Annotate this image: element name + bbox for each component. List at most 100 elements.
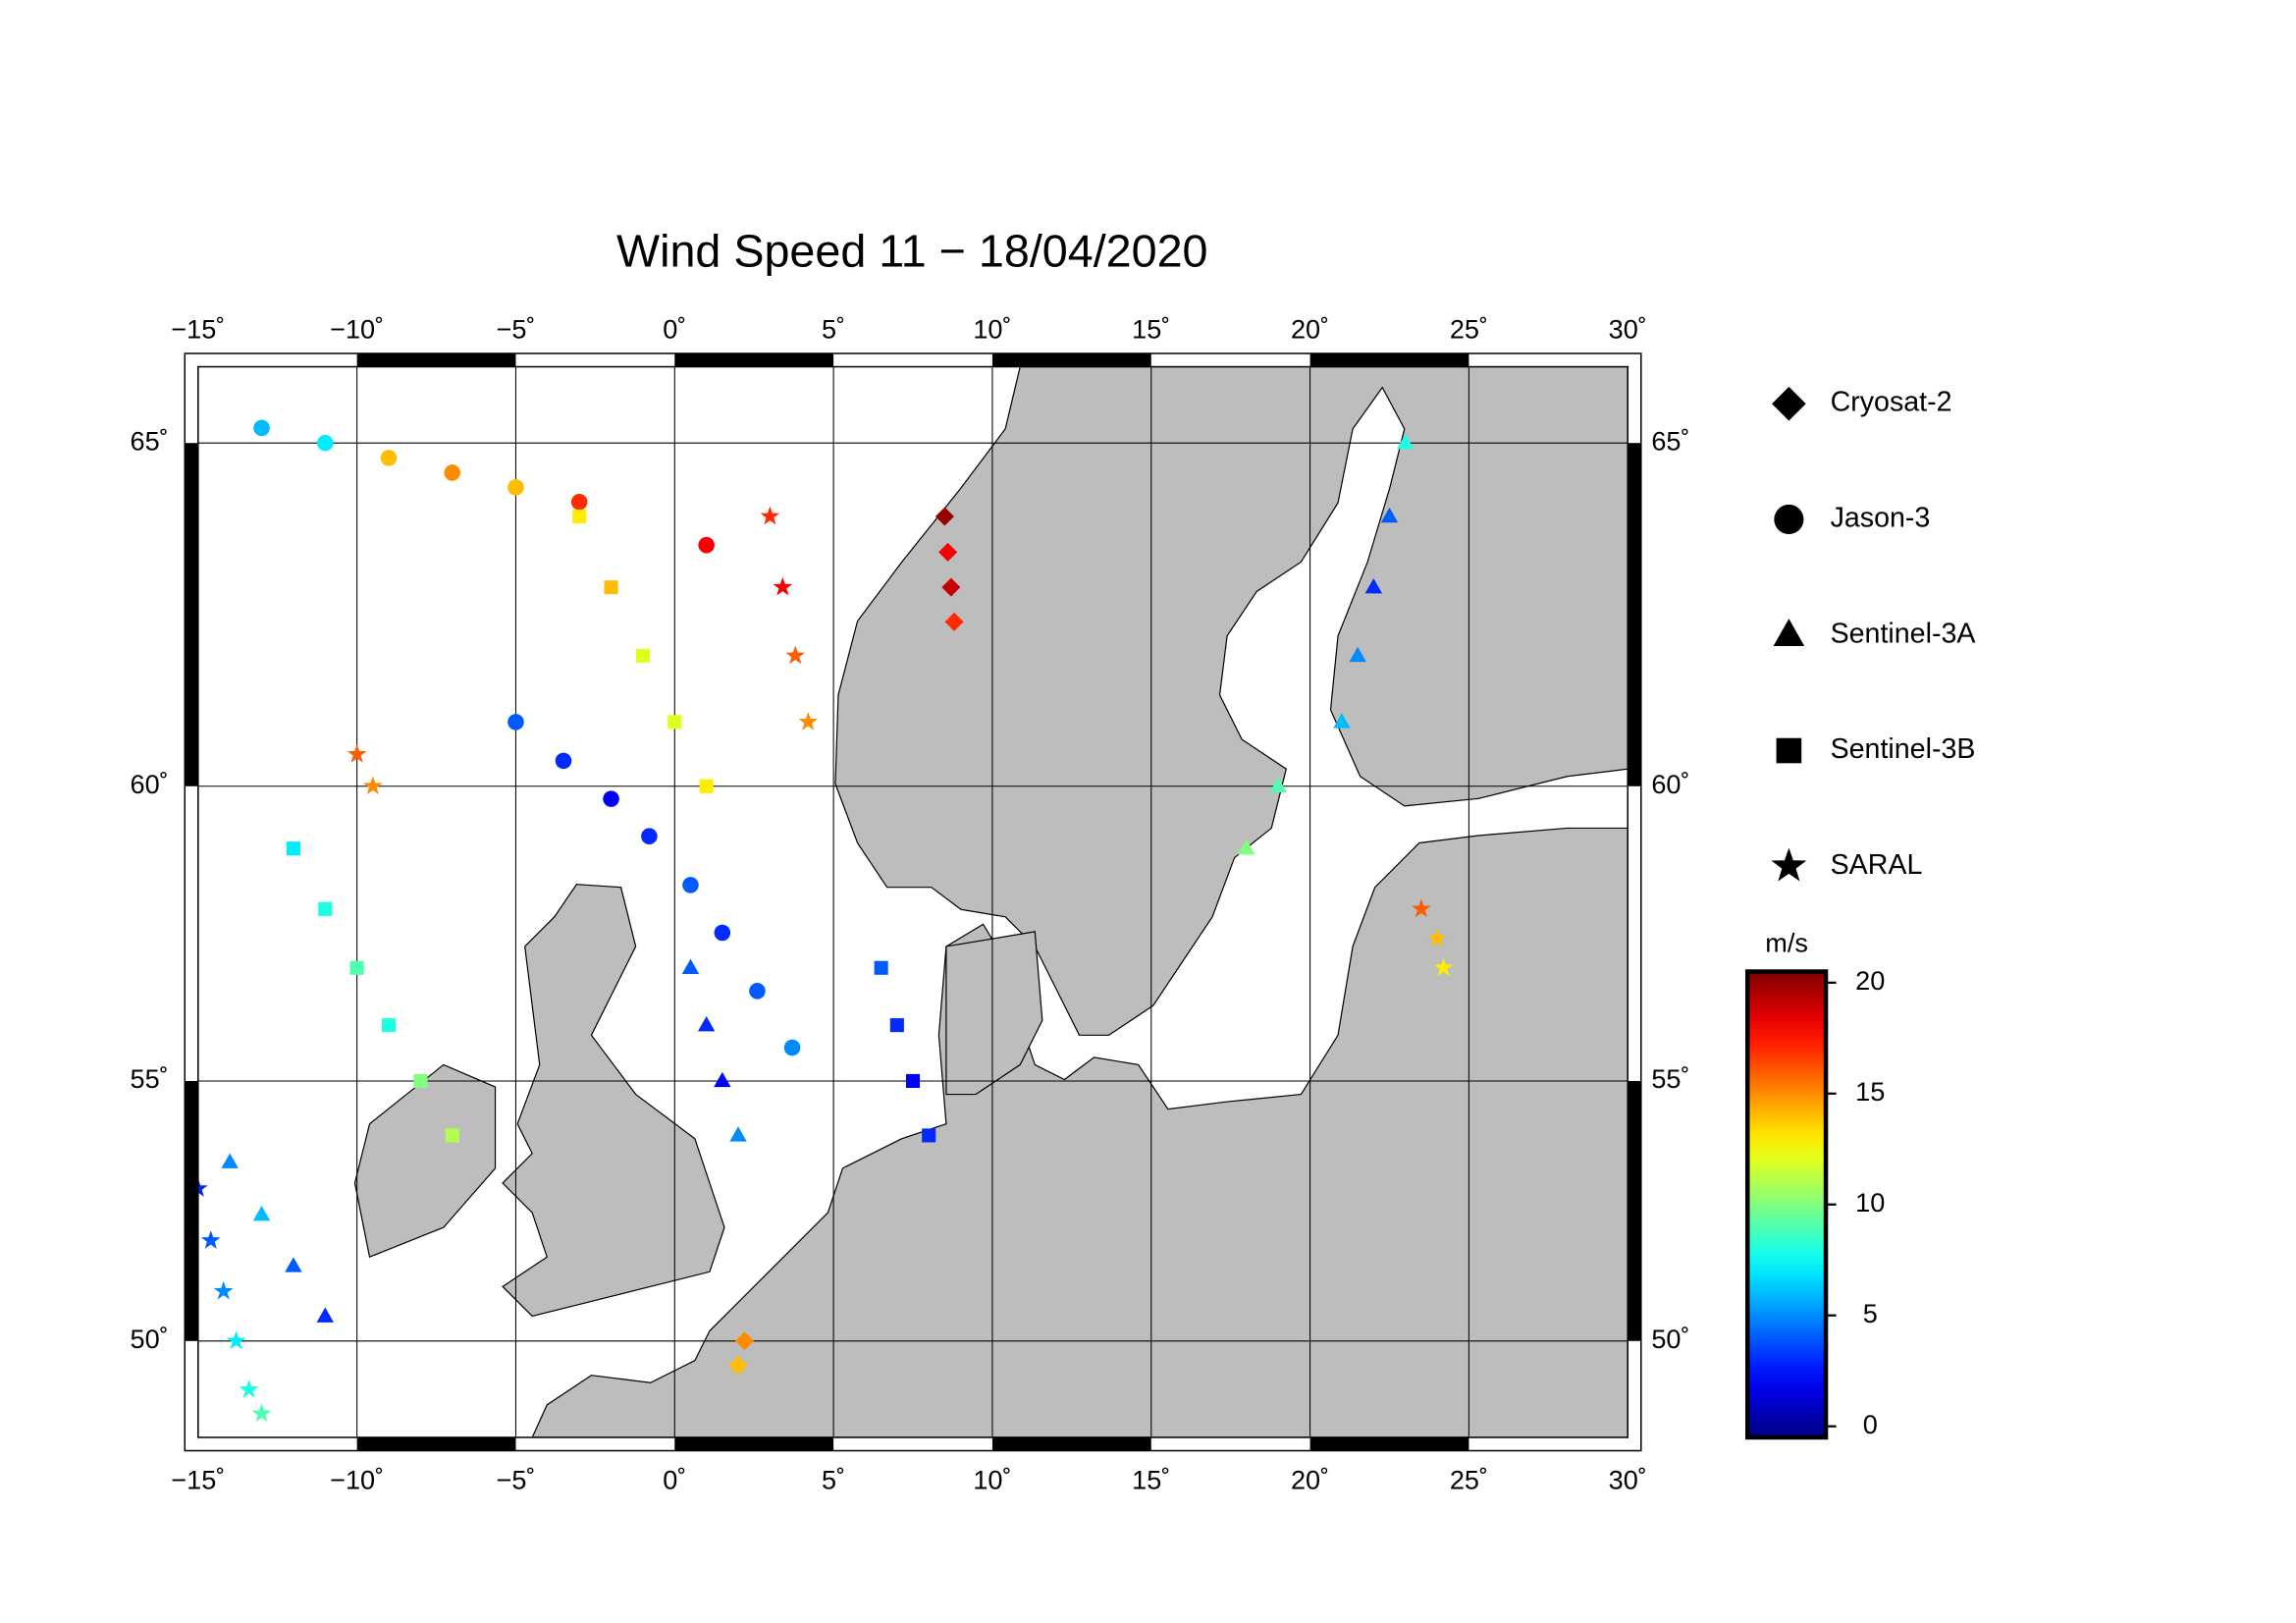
marker-circle	[714, 924, 731, 942]
scandinavia	[834, 366, 1629, 1036]
marker-circle	[603, 790, 619, 807]
marker-star	[1771, 847, 1807, 882]
marker-star	[362, 776, 383, 795]
frame-segment	[356, 1436, 516, 1451]
y-tick-label-left: 60˚	[131, 769, 169, 799]
marker-circle	[749, 983, 766, 1000]
frame-segment	[1309, 1436, 1469, 1451]
marker-star	[239, 1380, 259, 1398]
marker-square	[889, 1018, 904, 1033]
marker-star	[200, 1230, 221, 1249]
marker-triangle	[316, 1307, 334, 1323]
marker-triangle	[1364, 578, 1383, 594]
marker-circle	[698, 536, 715, 554]
colorbar-tick-label: 20	[1855, 965, 1885, 996]
marker-circle	[507, 714, 524, 730]
denmark	[945, 931, 1043, 1096]
marker-circle	[570, 493, 588, 511]
x-tick-label-bottom: −15˚	[171, 1464, 225, 1494]
great-britain	[502, 884, 725, 1318]
frame-segment	[1628, 1080, 1641, 1341]
marker-diamond	[734, 1331, 755, 1351]
marker-star	[251, 1403, 272, 1423]
marker-star	[785, 645, 806, 665]
frame-segment	[991, 1436, 1151, 1451]
marker-circle	[555, 752, 572, 770]
y-tick-label-right: 65˚	[1651, 425, 1689, 456]
frame-segment	[185, 1080, 198, 1341]
marker-square	[905, 1073, 921, 1089]
marker-star	[197, 1178, 208, 1197]
marker-square	[572, 509, 587, 524]
marker-square	[413, 1073, 428, 1089]
marker-diamond	[938, 542, 958, 562]
colorbar-label: m/s	[1765, 928, 1808, 958]
marker-triangle	[681, 958, 700, 974]
marker-diamond	[941, 577, 961, 597]
marker-square	[604, 580, 618, 595]
frame-segment	[991, 352, 1151, 367]
marker-star	[1412, 898, 1431, 918]
marker-triangle	[1238, 839, 1255, 855]
marker-triangle	[1380, 507, 1399, 523]
chart-title: Wind Speed 11 − 18/04/2020	[616, 225, 1207, 276]
x-tick-label-top: 15˚	[1132, 314, 1170, 345]
marker-circle	[783, 1039, 801, 1056]
frame-outer	[184, 352, 1642, 1452]
land	[353, 366, 1629, 1437]
legend-label: Jason-3	[1831, 503, 1931, 534]
x-tick-label-bottom: 30˚	[1609, 1464, 1647, 1494]
marker-square	[635, 648, 650, 663]
marker-circle	[682, 877, 699, 893]
x-tick-label-top: −5˚	[496, 314, 535, 345]
marker-triangle	[1396, 434, 1415, 450]
marker-square	[286, 841, 300, 856]
marker-triangle	[252, 1206, 271, 1221]
marker-triangle	[1269, 777, 1287, 792]
marker-star	[760, 506, 780, 525]
marker-triangle	[697, 1016, 716, 1032]
legend: Cryosat-2 Jason-3 Sentinel-3A Sentinel-3B SA…	[1771, 387, 1976, 882]
frame-segment	[1628, 443, 1641, 786]
colorbar-tick-label: 0	[1863, 1409, 1878, 1439]
y-tick-label-right: 60˚	[1651, 769, 1689, 799]
legend-label: Cryosat-2	[1831, 387, 1952, 418]
marker-circle	[380, 450, 398, 466]
frame-segment	[1309, 352, 1469, 367]
marker-diamond	[1772, 386, 1806, 421]
frame-segment	[674, 1436, 834, 1451]
x-tick-label-bottom: 25˚	[1450, 1464, 1488, 1494]
legend-label: SARAL	[1831, 849, 1923, 881]
x-tick-label-bottom: −5˚	[496, 1464, 535, 1494]
marker-star	[226, 1330, 246, 1350]
colorbar-tick-label: 10	[1855, 1187, 1885, 1217]
marker-triangle	[1333, 713, 1351, 729]
marker-triangle	[1773, 619, 1805, 647]
x-tick-label-top: 25˚	[1450, 314, 1488, 345]
marker-square	[349, 960, 364, 975]
marker-star	[1427, 928, 1447, 947]
marker-square	[874, 960, 888, 975]
frame-segment	[674, 352, 834, 367]
frame: −15˚ −15˚ −10˚ −10˚ −5˚ −5˚ 0˚ 0˚ 5˚ 5˚ 10˚ 10˚ 15˚ 1…	[131, 314, 1690, 1495]
marker-triangle	[1349, 646, 1366, 663]
marker-star	[773, 576, 793, 596]
x-tick-label-top: −10˚	[330, 314, 384, 345]
colorbar-bar	[1744, 969, 1829, 1440]
frame-segment	[185, 443, 198, 786]
marker-triangle	[285, 1257, 302, 1272]
colorbar-tick-label: 15	[1855, 1076, 1885, 1107]
marker-circle	[253, 419, 270, 437]
marker-square	[699, 779, 714, 793]
marker-star	[213, 1280, 234, 1300]
marker-square	[318, 901, 333, 916]
marker-circle	[641, 828, 658, 844]
x-tick-label-top: −15˚	[171, 314, 225, 345]
marker-circle	[444, 464, 461, 481]
marker-square	[381, 1018, 397, 1033]
marker-circle	[1774, 504, 1804, 535]
x-tick-label-bottom: −10˚	[330, 1464, 384, 1494]
colorbar-tick-label: 5	[1863, 1298, 1878, 1328]
points	[197, 419, 1454, 1423]
